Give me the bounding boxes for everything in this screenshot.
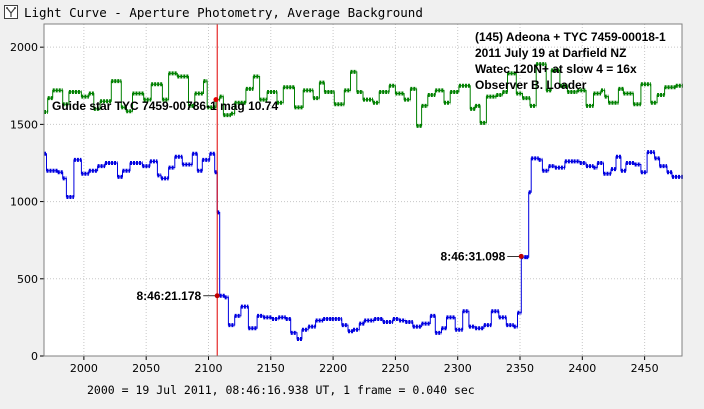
y-tick-label: 1000 [10, 196, 38, 209]
x-tick-label: 2000 [70, 362, 98, 375]
plot-area [44, 24, 682, 356]
chart-text: 8:46:21.178 8:46:31.098 (145) Adeona + TYC… [52, 30, 666, 303]
series-layer [44, 62, 683, 342]
info-line: Watec 120N+ at slow 4 = 16x [475, 62, 637, 76]
y-tick-label: 2000 [10, 41, 38, 54]
info-line: Observer B. Loader [475, 78, 587, 92]
light-curve-chart: 2000 2050 2100 2150 2200 2250 2300 2350 2400 2450… [10, 23, 683, 375]
x-tick-label: 2250 [381, 362, 409, 375]
time-reference-footer: 2000 = 19 Jul 2011, 08:46:16.938 UT, 1 f… [87, 383, 475, 397]
y-tick-label: 0 [31, 350, 38, 363]
y-tick-label: 1500 [10, 118, 38, 131]
info-line: 2011 July 19 at Darfield NZ [475, 46, 626, 60]
light-curve-app-icon [4, 5, 18, 19]
axes: 2000 2050 2100 2150 2200 2250 2300 2350 2400 2450… [10, 41, 659, 375]
x-tick-label: 2150 [257, 362, 285, 375]
x-tick-label: 2200 [319, 362, 347, 375]
guide-star-label: Guide star TYC 7459-00786-1 mag 10.74 [52, 99, 278, 113]
annotation-label: 8:46:21.178 [136, 289, 201, 303]
annotation-point [214, 293, 220, 299]
guide-marker-point [213, 97, 219, 103]
y-tick-label: 500 [17, 273, 38, 286]
x-tick-label: 2100 [194, 362, 222, 375]
plot-frame [43, 23, 683, 357]
x-tick-label: 2400 [568, 362, 596, 375]
info-line: (145) Adeona + TYC 7459-00018-1 [475, 30, 666, 44]
x-tick-label: 2450 [631, 362, 659, 375]
x-tick-label: 2300 [444, 362, 472, 375]
title-bar: Light Curve - Aperture Photometry, Avera… [0, 0, 704, 24]
annotation-point [518, 253, 524, 259]
x-tick-label: 2050 [132, 362, 160, 375]
markers [203, 24, 524, 356]
window-title: Light Curve - Aperture Photometry, Avera… [24, 5, 423, 20]
x-tick-label: 2350 [506, 362, 534, 375]
annotation-label: 8:46:31.098 [441, 249, 506, 263]
